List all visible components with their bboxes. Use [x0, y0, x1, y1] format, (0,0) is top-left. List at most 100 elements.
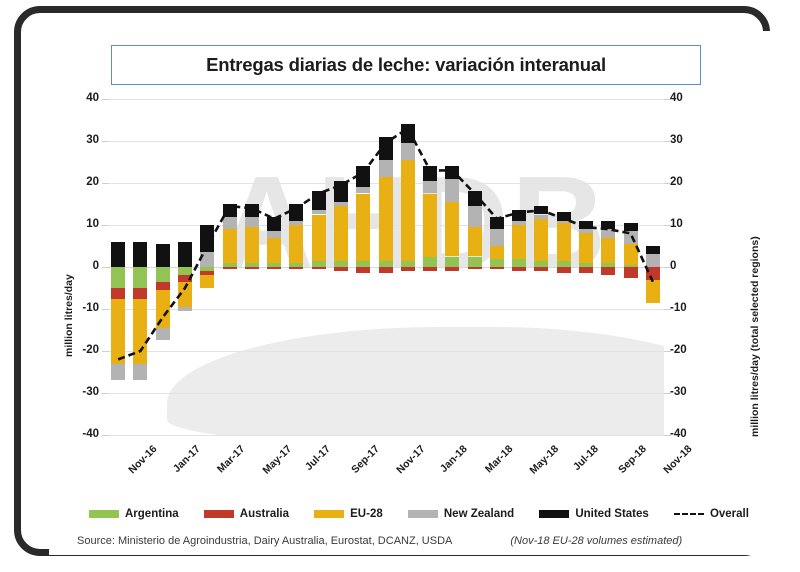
axis-tick-label: -10	[82, 302, 99, 314]
axis-tick-mark	[102, 435, 109, 436]
bar-column	[311, 99, 326, 435]
bar-segment	[111, 288, 126, 299]
legend-label: Overall	[709, 508, 749, 520]
x-axis-label: Sep-17	[349, 443, 382, 476]
bar-segment	[222, 229, 237, 263]
axis-tick-label: 30	[86, 134, 99, 146]
legend-item[interactable]: New Zealand	[407, 508, 514, 520]
legend-label: United States	[575, 508, 649, 520]
gridline	[107, 309, 664, 310]
axis-tick-label: 30	[670, 134, 683, 146]
bar-segment	[378, 267, 393, 274]
bar-segment	[267, 216, 282, 232]
bar-segment	[489, 229, 504, 246]
bar-segment	[400, 260, 415, 267]
bar-segment	[512, 267, 527, 272]
bar-segment	[111, 363, 126, 381]
bar-segment	[400, 159, 415, 261]
bar-segment	[244, 267, 259, 270]
bar-column	[445, 99, 460, 435]
bar-segment	[645, 279, 660, 303]
bar-segment	[222, 262, 237, 267]
legend-item[interactable]: EU-28	[314, 508, 383, 520]
overall-line-layer	[107, 99, 664, 435]
bar-segment	[556, 267, 571, 274]
bar-segment	[177, 281, 192, 307]
bar-segment	[512, 258, 527, 267]
bar-segment	[400, 143, 415, 160]
bar-segment	[244, 227, 259, 263]
legend-item[interactable]: Argentina	[89, 508, 179, 520]
bar-segment	[601, 220, 616, 230]
bar-segment	[579, 229, 594, 234]
bar-segment	[601, 229, 616, 238]
axis-tick-label: -20	[82, 344, 99, 356]
bar-segment	[467, 227, 482, 257]
bar-segment	[333, 260, 348, 267]
bar-segment	[489, 258, 504, 267]
bar-segment	[289, 204, 304, 221]
bar-segment	[467, 256, 482, 267]
bar-segment	[222, 267, 237, 270]
overall-line	[117, 126, 655, 361]
bar-segment	[534, 218, 549, 261]
bar-column	[222, 99, 237, 435]
bar-segment	[445, 256, 460, 267]
bar-column	[467, 99, 482, 435]
bar-segment	[244, 262, 259, 267]
bar-segment	[111, 241, 126, 267]
bar-segment	[155, 290, 170, 328]
bar-segment	[111, 267, 126, 288]
bar-segment	[155, 267, 170, 282]
axis-tick-mark	[102, 141, 109, 142]
bar-segment	[333, 201, 348, 207]
bar-segment	[467, 267, 482, 270]
x-axis-label: Nov-18	[661, 443, 695, 477]
bar-segment	[267, 262, 282, 267]
bar-segment	[356, 193, 371, 261]
x-axis-label: Jul-17	[303, 443, 334, 473]
bar-segment	[378, 176, 393, 261]
screenshot-frame: Entregas diarias de leche: variación int…	[14, 6, 777, 556]
bar-segment	[623, 267, 638, 278]
gridline	[107, 351, 664, 352]
x-axis-label: Nov-16	[126, 443, 160, 477]
bar-segment	[445, 201, 460, 257]
bar-segment	[445, 166, 460, 179]
gridline	[107, 99, 664, 100]
page-title: Entregas diarias de leche: variación int…	[206, 54, 606, 75]
bar-column	[200, 99, 215, 435]
axis-tick-mark	[664, 351, 671, 352]
bar-segment	[579, 267, 594, 274]
bar-segment	[579, 262, 594, 267]
legend-item[interactable]: Overall	[673, 508, 749, 520]
bar-segment	[356, 187, 371, 194]
x-axis-label: Mar-18	[482, 443, 515, 476]
bar-segment	[467, 206, 482, 228]
bar-segment	[512, 225, 527, 259]
bar-segment	[378, 159, 393, 177]
bar-segment	[222, 216, 237, 230]
legend-item[interactable]: United States	[539, 508, 649, 520]
bar-segment	[423, 193, 438, 257]
bar-column	[111, 99, 126, 435]
bar-column	[177, 99, 192, 435]
bar-segment	[177, 267, 192, 276]
bar-segment	[177, 241, 192, 267]
legend-dashed-line-icon	[673, 513, 704, 515]
bar-segment	[601, 267, 616, 276]
bar-segment	[133, 288, 148, 299]
axis-tick-label: -20	[670, 344, 687, 356]
bar-column	[133, 99, 148, 435]
bar-segment	[445, 267, 460, 272]
bar-segment	[601, 262, 616, 267]
chart-card: Entregas diarias de leche: variación int…	[49, 31, 777, 555]
axis-tick-mark	[664, 183, 671, 184]
legend-item[interactable]: Australia	[203, 508, 289, 520]
bar-segment	[601, 237, 616, 263]
bar-segment	[133, 267, 148, 288]
chart-legend: Argentina Australia EU-28 New Zealand United…	[89, 503, 749, 525]
bar-segment	[267, 237, 282, 263]
legend-swatch-icon	[407, 510, 438, 518]
estimate-note: (Nov-18 EU-28 volumes estimated)	[510, 535, 683, 547]
